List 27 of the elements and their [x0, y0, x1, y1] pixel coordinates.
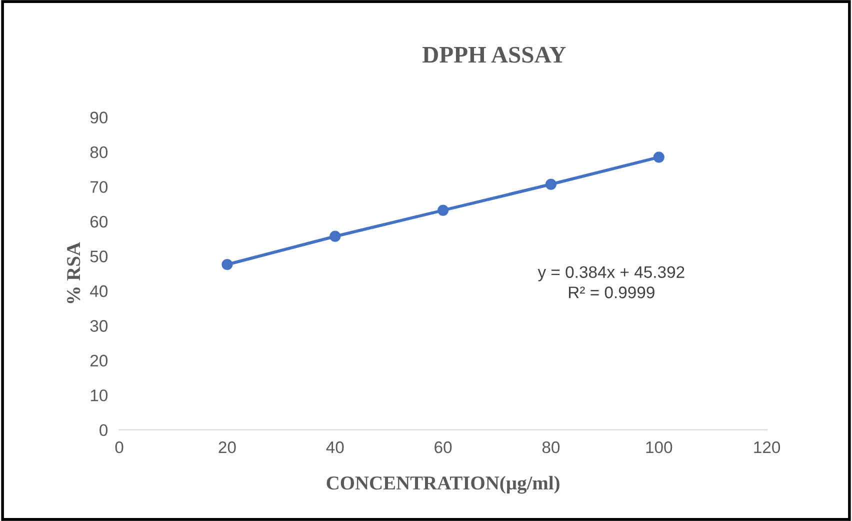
- x-tick-label: 60: [434, 441, 452, 454]
- y-tick-label: 80: [90, 146, 108, 158]
- y-tick-label: 40: [90, 285, 108, 298]
- x-tick-label: 40: [326, 441, 344, 454]
- chart-title: DPPH ASSAY: [422, 46, 566, 63]
- annotation: y = 0.384x + 45.392: [538, 266, 684, 282]
- x-tick-label: 80: [542, 441, 560, 454]
- x-tick-label: 20: [218, 441, 236, 454]
- x-tick-label: 100: [646, 441, 672, 454]
- annotation: R² = 0.9999: [568, 286, 654, 298]
- y-tick-label: 20: [90, 354, 108, 367]
- point: [222, 258, 233, 270]
- y-tick-label: 0: [100, 424, 108, 436]
- point: [437, 204, 449, 216]
- y-tick-label: 10: [90, 389, 108, 402]
- point: [653, 152, 664, 163]
- point: [545, 178, 557, 190]
- x-tick-label: 120: [754, 441, 780, 454]
- y-tick-label: 30: [90, 320, 108, 332]
- y-tick-label: 50: [90, 250, 108, 262]
- y-axis-title: % RSA: [67, 242, 80, 304]
- point: [330, 230, 341, 242]
- x-tick-label: 0: [115, 441, 124, 454]
- x-axis-title: CONCENTRATION(µg/ml): [326, 476, 560, 494]
- y-tick-label: 70: [90, 181, 108, 193]
- y-tick-label: 60: [90, 216, 108, 228]
- y-tick-label: 90: [90, 112, 108, 124]
